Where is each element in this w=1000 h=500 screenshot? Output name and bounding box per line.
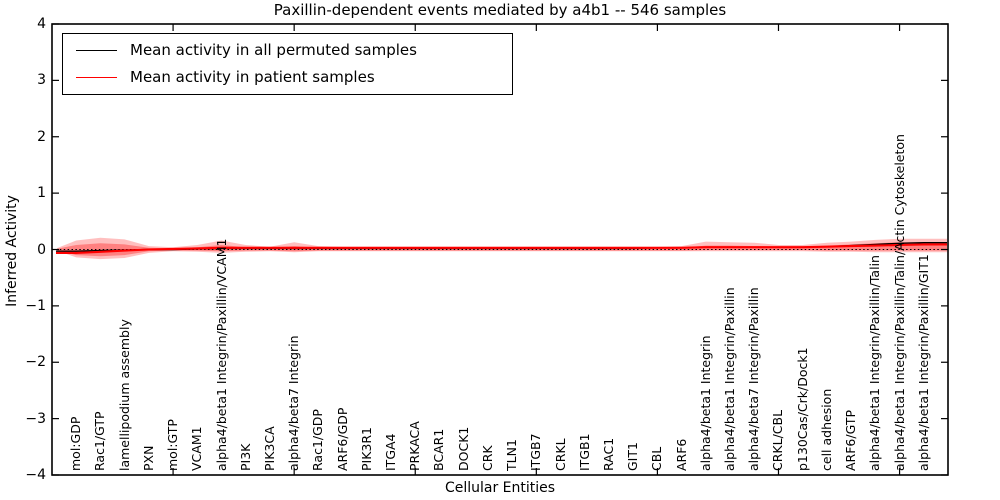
x-tick-label: PI3K <box>237 443 253 471</box>
legend: Mean activity in all permuted samples Me… <box>62 33 513 95</box>
y-tick-label: 2 <box>37 128 46 145</box>
x-tick-label: DOCK1 <box>455 426 471 471</box>
y-tick-label: 4 <box>37 16 46 32</box>
patient-line-swatch-icon <box>76 76 117 78</box>
x-tick-label: CRKL/CBL <box>770 409 786 471</box>
y-tick-label: −1 <box>25 297 46 314</box>
x-tick-label: RAC1 <box>600 437 616 471</box>
x-tick-label: alpha4/beta7 Integrin/Paxillin <box>746 287 762 471</box>
x-tick-label: PXN <box>140 445 156 471</box>
x-tick-label: alpha4/beta1 Integrin/Paxillin/Talin <box>867 255 883 471</box>
legend-entry-permuted: Mean activity in all permuted samples <box>63 41 512 60</box>
x-tick-label: alpha4/beta1 Integrin <box>697 335 713 471</box>
x-tick-label: PIK3CA <box>261 426 277 471</box>
x-tick-label: ARF6/GTP <box>843 409 859 471</box>
x-tick-label: CBL <box>649 446 665 471</box>
x-tick-label: Rac1/GDP <box>310 409 326 471</box>
x-tick-label: VCAM1 <box>189 426 205 471</box>
x-tick-label: CRK <box>479 445 495 471</box>
x-tick-label: ARF6 <box>673 438 689 471</box>
patient-mean-line <box>56 243 947 254</box>
legend-label: Mean activity in patient samples <box>130 67 375 86</box>
y-tick-label: −4 <box>25 467 46 483</box>
x-tick-label: mol:GTP <box>165 419 181 471</box>
x-tick-label: ITGA4 <box>383 433 399 471</box>
x-tick-label: alpha4/beta7 Integrin <box>286 335 302 471</box>
x-tick-label: ARF6/GDP <box>334 407 350 471</box>
y-tick-label: −3 <box>25 410 46 427</box>
x-tick-label: alpha4/beta1 Integrin/Paxillin/GIT1 <box>915 254 931 471</box>
x-tick-label: alpha4/beta1 Integrin/Paxillin/VCAM1 <box>213 238 229 471</box>
x-tick-label: lamellipodium assembly <box>116 319 132 471</box>
legend-label: Mean activity in all permuted samples <box>130 41 417 60</box>
permuted-line-swatch-icon <box>76 50 117 52</box>
y-tick-label: −2 <box>25 354 46 371</box>
y-tick-label: 0 <box>37 241 46 258</box>
x-tick-label: CRKL <box>552 438 568 471</box>
x-tick-label: BCAR1 <box>431 428 447 471</box>
x-tick-label: cell adhesion <box>818 388 834 471</box>
x-tick-label: PIK3R1 <box>358 426 374 471</box>
x-tick-label: ITGB1 <box>576 433 592 471</box>
x-tick-label: p130Cas/Crk/Dock1 <box>794 347 810 471</box>
y-tick-label: 3 <box>37 72 46 89</box>
x-tick-label: GIT1 <box>625 442 641 471</box>
x-tick-label: alpha4/beta1 Integrin/Paxillin/Talin/Act… <box>891 134 907 471</box>
legend-entry-patient: Mean activity in patient samples <box>63 68 512 87</box>
x-axis-label: Cellular Entities <box>444 480 556 496</box>
x-tick-label: PRKACA <box>407 421 423 471</box>
y-tick-label: 1 <box>37 185 46 202</box>
x-tick-label: Rac1/GTP <box>92 411 108 471</box>
chart-title: Paxillin-dependent events mediated by a4… <box>273 1 727 19</box>
x-tick-label: alpha4/beta1 Integrin/Paxillin <box>722 287 738 471</box>
x-tick-label: TLN1 <box>504 439 520 471</box>
x-tick-label: mol:GDP <box>68 416 84 471</box>
x-tick-label: ITGB7 <box>528 433 544 471</box>
